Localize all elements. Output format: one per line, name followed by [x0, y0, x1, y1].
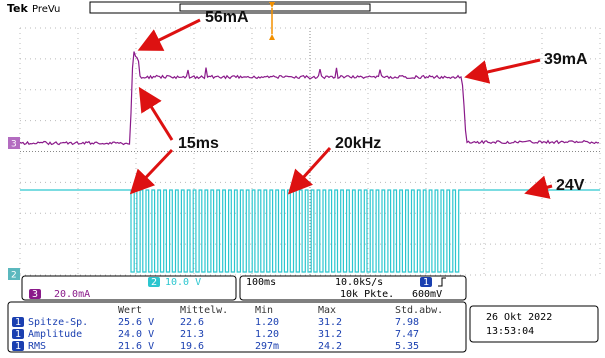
measurement-value: 22.6 [180, 317, 204, 328]
mode: PreVu [32, 4, 60, 15]
measurement-value: 7.47 [395, 329, 419, 340]
column-header: Wert [118, 305, 142, 316]
measurement-table: Wert Mittelw. Min Max Std.abw. 1 Spitze-Sp. 25.… [8, 302, 466, 352]
channel-label: 1 [15, 329, 21, 340]
measurement-value: 24.2 [318, 341, 342, 352]
measurement-name: Spitze-Sp. [28, 317, 88, 328]
column-header: Std.abw. [395, 305, 443, 316]
arrow [134, 150, 172, 190]
channel-label: 1 [15, 317, 21, 328]
arrow [292, 148, 330, 190]
time: 13:53:04 [486, 326, 534, 337]
measurement-name: RMS [28, 341, 46, 352]
column-header: Min [255, 305, 273, 316]
measurement-value: 1.20 [255, 317, 279, 328]
measurement-value: 25.6 V [118, 317, 154, 328]
ch3-scale: 20.0mA [54, 289, 90, 300]
date: 26 Okt 2022 [486, 312, 552, 323]
measurement-name: Amplitude [28, 329, 82, 340]
annotation: 15ms [178, 135, 219, 152]
measurement-value: 31.2 [318, 329, 342, 340]
annotation: 24V [556, 177, 585, 194]
measurement-value: 21.3 [180, 329, 204, 340]
arrow [530, 186, 552, 192]
annotation: 20kHz [335, 135, 381, 152]
arrow [470, 60, 540, 76]
measurement-value: 21.6 V [118, 341, 154, 352]
arrow [143, 20, 200, 48]
brand: Tek [7, 2, 29, 15]
scope-screen: Tek PreVu 3 2 2 10.0 V 3 20.0mA 100ms 10… [0, 0, 605, 354]
annotation: 56mA [205, 9, 249, 26]
measurement-value: 7.98 [395, 317, 419, 328]
ch2-scale: 10.0 V [165, 277, 201, 288]
column-header: Max [318, 305, 336, 316]
measurement-value: 31.2 [318, 317, 342, 328]
trigger-channel: 1 [423, 277, 429, 288]
measurement-value: 24.0 V [118, 329, 154, 340]
ch3-marker-label: 3 [11, 140, 17, 150]
trigger-level: 600mV [412, 289, 442, 300]
ch2-badge-label: 2 [151, 277, 157, 288]
measurement-value: 297m [255, 341, 279, 352]
arrow [142, 92, 172, 140]
column-header: Mittelw. [180, 305, 228, 316]
annotation: 39mA [544, 51, 588, 68]
record-length: 10k Pkte. [340, 289, 394, 300]
page: Tek PreVu 3 2 2 10.0 V 3 20.0mA 100ms 10… [0, 0, 605, 354]
measurement-value: 1.20 [255, 329, 279, 340]
measurement-value: 19.6 [180, 341, 204, 352]
ch3-badge-label: 3 [32, 289, 38, 300]
ch2-marker-label: 2 [11, 271, 17, 281]
measurement-value: 5.35 [395, 341, 419, 352]
channel-label: 1 [15, 341, 21, 352]
sample-rate: 10.0kS/s [335, 277, 383, 288]
time-div: 100ms [246, 277, 276, 288]
